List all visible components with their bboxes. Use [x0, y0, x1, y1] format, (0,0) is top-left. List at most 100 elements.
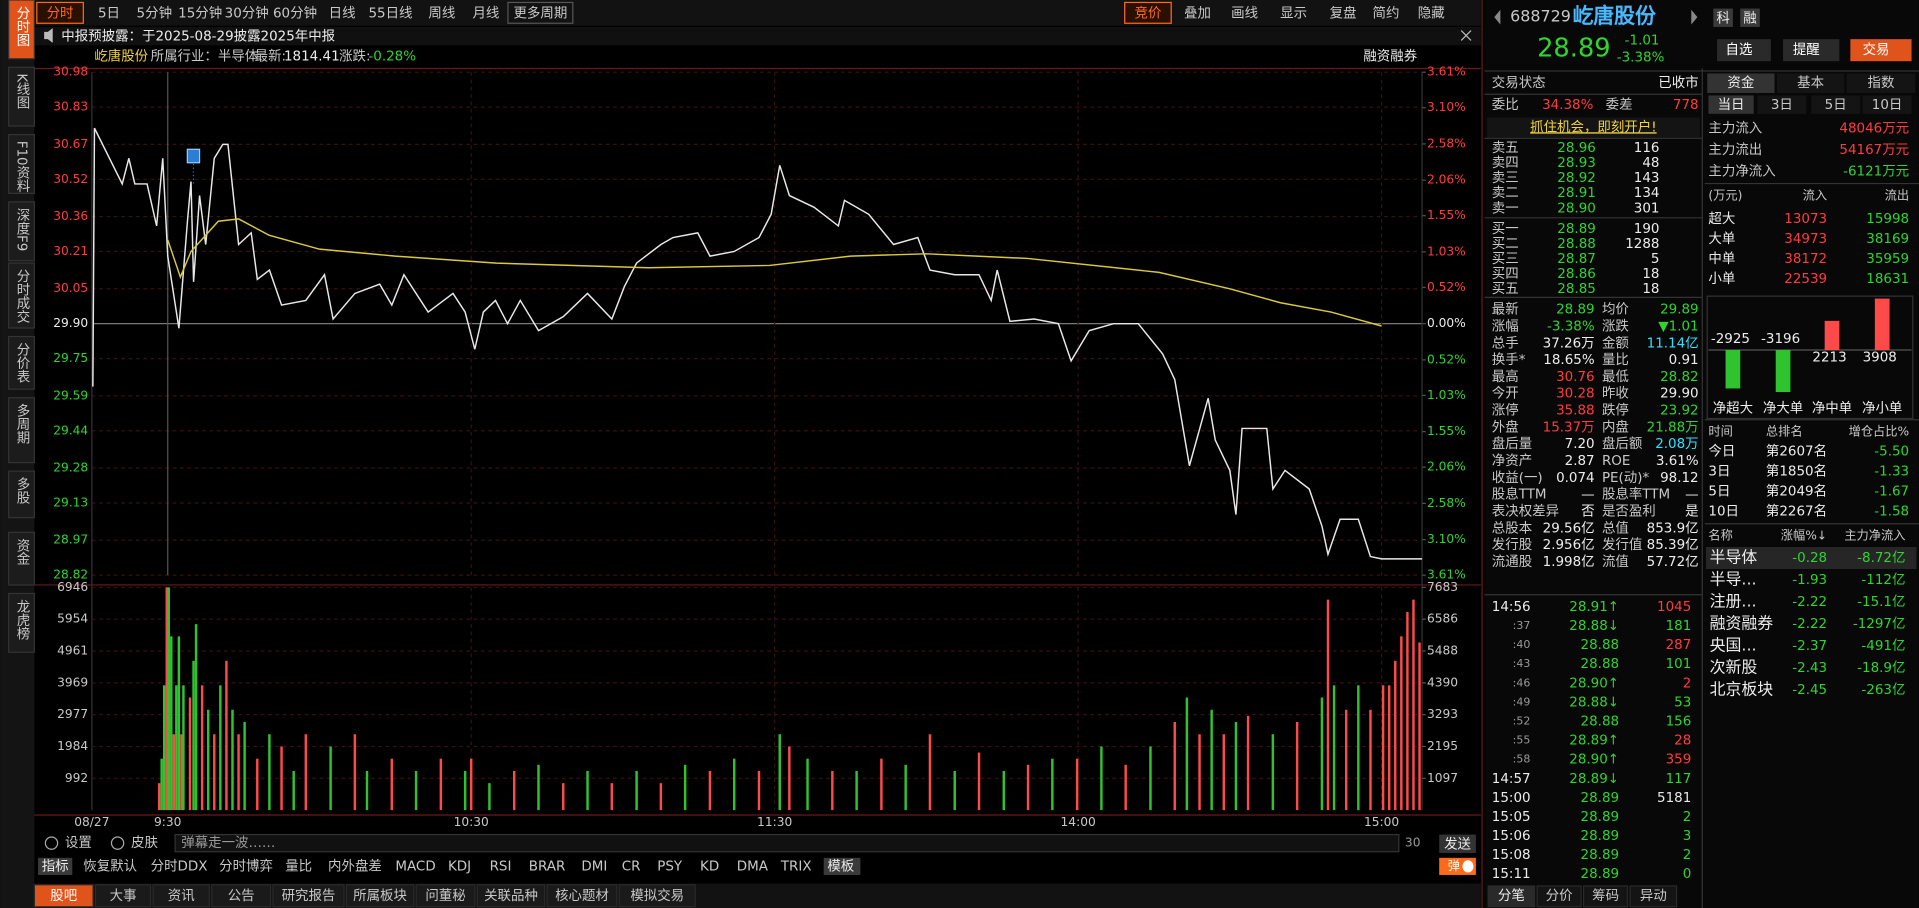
period-tab[interactable]: 日线: [329, 5, 356, 21]
period-tab-label[interactable]: 3日: [1771, 98, 1793, 113]
side-tab[interactable]: [8, 262, 35, 329]
funds-tab-label[interactable]: 基本: [1797, 74, 1824, 91]
side-tab[interactable]: [8, 0, 35, 60]
sector-selected[interactable]: [1705, 547, 1917, 570]
indicator-tab[interactable]: RSI: [490, 859, 512, 874]
skin-icon[interactable]: [110, 836, 125, 850]
send[interactable]: 发送: [1444, 836, 1471, 852]
bottom-tab-label[interactable]: 所属板块: [353, 888, 407, 904]
side-tab[interactable]: [8, 133, 35, 194]
period-tab[interactable]: 更多周期: [513, 4, 567, 21]
side-tab-label[interactable]: 资金: [14, 538, 31, 565]
bottom-tab[interactable]: [618, 884, 696, 908]
quote-tab-label[interactable]: 分笔: [1498, 888, 1525, 904]
sector-name[interactable]: 央国...: [1710, 636, 1757, 655]
bottom-tab[interactable]: [152, 884, 210, 908]
indicator-tab[interactable]: DMI: [581, 859, 607, 874]
indicator-tab[interactable]: CR: [622, 859, 641, 874]
bottom-tab-label[interactable]: 公告: [228, 888, 255, 904]
tool-button[interactable]: 画线: [1231, 5, 1258, 21]
period-tab[interactable]: [1757, 95, 1807, 114]
quote-button-label[interactable]: 自选: [1726, 42, 1753, 58]
side-tab-label[interactable]: F10资料: [14, 141, 31, 193]
period-tab-label[interactable]: 当日: [1718, 97, 1745, 113]
quote-tab[interactable]: [1582, 885, 1629, 908]
prev-arrow[interactable]: [1494, 9, 1501, 25]
indicator-selected[interactable]: [823, 857, 861, 875]
side-tab-label[interactable]: 分时成交: [14, 269, 31, 323]
badge[interactable]: [1740, 8, 1760, 27]
bottom-tab-label[interactable]: 模拟交易: [630, 887, 684, 904]
bottom-tab[interactable]: [415, 884, 476, 908]
bottom-tab-label[interactable]: 大事: [110, 888, 137, 904]
quote-tab-label[interactable]: 筹码: [1592, 887, 1619, 904]
bottom-tab[interactable]: [546, 884, 618, 908]
indicator-tab[interactable]: 分时DDX: [151, 858, 208, 874]
period-tab[interactable]: 60分钟: [273, 4, 317, 21]
period-tab-label[interactable]: 5日: [1825, 98, 1847, 113]
side-tab[interactable]: [8, 66, 35, 127]
indicator-tab[interactable]: 恢复默认: [83, 857, 137, 874]
tab-box[interactable]: [507, 1, 574, 24]
period-tab[interactable]: [1811, 95, 1861, 114]
indicator-tab[interactable]: MACD: [395, 859, 435, 874]
sector-name[interactable]: 次新股: [1710, 658, 1758, 677]
quote-tab-label[interactable]: 异动: [1640, 888, 1667, 904]
period-tab[interactable]: 分时: [47, 5, 74, 21]
send-button[interactable]: [1439, 834, 1476, 853]
period-tab[interactable]: [1862, 95, 1912, 114]
side-tab[interactable]: [8, 531, 35, 586]
bottom-tab-label[interactable]: 关联品种: [484, 888, 538, 904]
period-tab[interactable]: 55日线: [368, 5, 412, 21]
side-tab[interactable]: [8, 201, 35, 262]
bottom-tab-label[interactable]: 资讯: [168, 888, 195, 904]
indicator-tab[interactable]: DMA: [737, 859, 769, 874]
funds-tab-label[interactable]: 指数: [1868, 75, 1895, 91]
sector-name[interactable]: 半导体: [1710, 548, 1758, 567]
indicator-tab[interactable]: BRAR: [529, 859, 566, 874]
period-tab[interactable]: [1708, 95, 1754, 114]
side-tab[interactable]: [8, 335, 35, 390]
bottom-tab-label[interactable]: 问董秘: [425, 888, 465, 904]
close-icon[interactable]: [1460, 30, 1472, 41]
bottom-tab[interactable]: [476, 884, 546, 908]
tool-button[interactable]: 竞价: [1134, 4, 1161, 21]
side-tab-label[interactable]: K线图: [14, 73, 31, 109]
quote-button-label[interactable]: 交易: [1863, 41, 1890, 58]
bottom-tab-label[interactable]: 研究报告: [282, 888, 336, 904]
indicator-tab[interactable]: KDJ: [448, 859, 471, 874]
bottom-tab[interactable]: [94, 884, 152, 908]
period-tab[interactable]: 5日: [98, 6, 120, 21]
indicator-tab[interactable]: TRIX: [780, 859, 812, 874]
funds-tab-label[interactable]: 资金: [1727, 75, 1754, 91]
funds-tab[interactable]: [1707, 73, 1775, 94]
period-tab[interactable]: 月线: [472, 5, 499, 21]
period-tab[interactable]: 30分钟: [225, 4, 269, 21]
bottom-tab-label[interactable]: 核心题材: [555, 888, 609, 904]
funds-tab[interactable]: [1776, 73, 1845, 94]
quote-button-label[interactable]: 提醒: [1793, 42, 1820, 58]
indicator-tab[interactable]: 分时博弈: [219, 857, 273, 874]
quote-button[interactable]: [1850, 39, 1912, 62]
bottom-tab[interactable]: [33, 884, 94, 908]
badge[interactable]: [1713, 8, 1733, 27]
indicator-tab[interactable]: 内外盘差: [328, 857, 382, 874]
side-tab-label[interactable]: 多周期: [14, 403, 31, 446]
tool-selected[interactable]: [1124, 1, 1172, 24]
indicator-tab[interactable]: 指标: [42, 858, 69, 874]
bottom-tab[interactable]: [211, 884, 272, 908]
quote-tab[interactable]: [1487, 885, 1536, 908]
danmaku-input[interactable]: [174, 833, 1400, 853]
settings[interactable]: 设置: [65, 835, 92, 851]
tab-selected[interactable]: [36, 1, 84, 24]
quote-button[interactable]: [1716, 39, 1771, 62]
tool-button[interactable]: 隐藏: [1418, 5, 1445, 21]
side-tab-label[interactable]: 分时图: [14, 6, 31, 47]
quote-tab[interactable]: [1536, 885, 1582, 908]
next-arrow[interactable]: [1691, 9, 1698, 25]
banner[interactable]: [1486, 117, 1700, 138]
period-tab[interactable]: 15分钟: [178, 4, 222, 21]
side-tab[interactable]: [8, 470, 35, 519]
side-tab[interactable]: [8, 397, 35, 464]
settings-icon[interactable]: [44, 836, 59, 850]
